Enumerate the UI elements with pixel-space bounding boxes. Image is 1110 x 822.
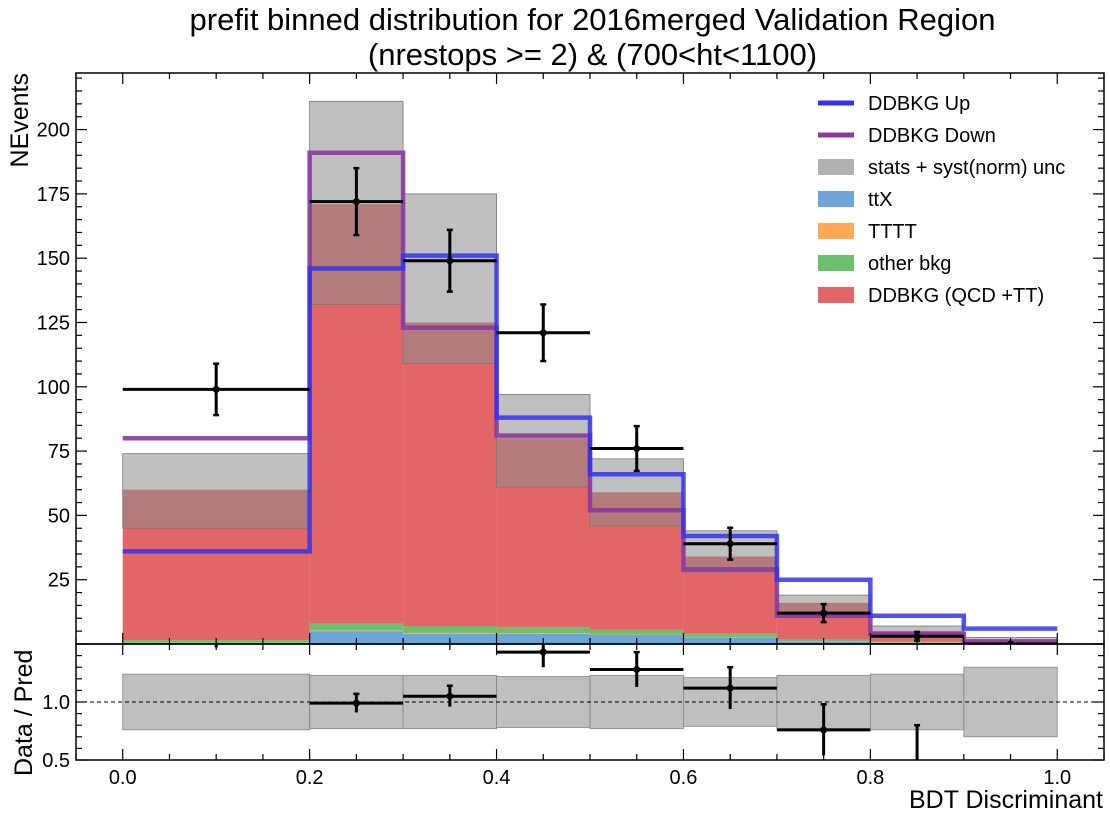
stack-bar-ddbkg-qcd-tt-	[403, 322, 497, 626]
stack-bar-ttx	[309, 631, 404, 644]
legend-patch-swatch	[818, 287, 854, 303]
ratio-panel	[76, 644, 1104, 768]
legend-label: DDBKG Down	[868, 125, 996, 147]
legend-patch-swatch	[818, 255, 854, 271]
stack-bar-tttt	[309, 630, 404, 632]
main-panel	[122, 100, 1058, 644]
ratio-point	[446, 692, 454, 700]
data-point	[820, 609, 828, 617]
x-tick-label: 0.6	[670, 767, 698, 789]
x-tick-label: 0.4	[483, 767, 511, 789]
legend: DDBKG Up DDBKG Down stats + syst(norm) unc…	[818, 93, 1065, 307]
legend-patch-swatch	[818, 191, 854, 207]
ratio-point	[726, 684, 734, 692]
x-tick-label: 0.2	[296, 767, 324, 789]
data-point	[212, 385, 220, 393]
legend-label: ttX	[868, 189, 892, 211]
legend-label: TTTT	[868, 221, 917, 243]
data-point	[726, 540, 734, 548]
stack-bar-tttt	[403, 632, 497, 634]
legend-label: DDBKG Up	[868, 93, 970, 115]
x-tick-label: 0.8	[856, 767, 884, 789]
legend-patch-swatch	[818, 223, 854, 239]
stack-bar-other-bkg	[496, 627, 590, 634]
y-axis-label: NEvents	[6, 73, 34, 167]
legend-label: DDBKG (QCD +TT)	[868, 285, 1044, 307]
stack-bar-tttt	[590, 634, 684, 635]
data-point	[913, 632, 921, 640]
y-tick-label: 175	[37, 184, 70, 206]
ratio-point	[820, 726, 828, 734]
data-point	[539, 329, 547, 337]
y-tick-label: 100	[37, 377, 70, 399]
y-tick-label: 75	[48, 441, 70, 463]
data-point	[352, 198, 360, 206]
stack-bar-other-bkg	[309, 623, 404, 631]
data-point	[633, 445, 641, 453]
x-tick-label: 1.0	[1043, 767, 1071, 789]
y-tick-label: 150	[37, 248, 70, 270]
y-tick-label: 125	[37, 312, 70, 334]
legend-patch-swatch	[818, 159, 854, 175]
ddbkg-up-line	[122, 253, 1058, 631]
y-tick-label: 200	[37, 120, 70, 142]
legend-label: other bkg	[868, 253, 951, 275]
ratio-y-axis-label: Data / Pred	[10, 650, 38, 776]
ratio-point	[352, 699, 360, 707]
ratio-y-tick-label: 1.0	[42, 692, 70, 714]
y-tick-label: 50	[48, 505, 70, 527]
y-tick-label: 25	[48, 570, 70, 592]
ddbkg-down-line	[122, 150, 1058, 644]
stack-bar-other-bkg	[683, 633, 777, 638]
x-tick-label: 0.0	[109, 767, 137, 789]
ratio-y-tick-label: 0.5	[42, 750, 70, 772]
stack-bar-other-bkg	[403, 625, 497, 633]
chart-subtitle: (nrestops >= 2) & (700<ht<1100)	[367, 37, 818, 72]
chart-title: prefit binned distribution for 2016merge…	[189, 2, 996, 37]
x-axis-label: BDT Discriminant	[909, 786, 1103, 814]
uncertainty-band	[122, 453, 311, 529]
axes: 0.0 0.2 0.4 0.6 0.8 1.0 25 50 75 100 125 150 175 200 0…	[6, 72, 1105, 814]
uncertainty-band	[496, 394, 591, 488]
legend-label: stats + syst(norm) unc	[868, 157, 1065, 179]
stack-bar-other-bkg	[590, 629, 684, 635]
ratio-point	[633, 666, 641, 674]
ratio-point	[914, 761, 921, 768]
data-point	[446, 257, 454, 265]
stack-bar-tttt	[496, 633, 590, 634]
ratio-point	[539, 648, 547, 656]
